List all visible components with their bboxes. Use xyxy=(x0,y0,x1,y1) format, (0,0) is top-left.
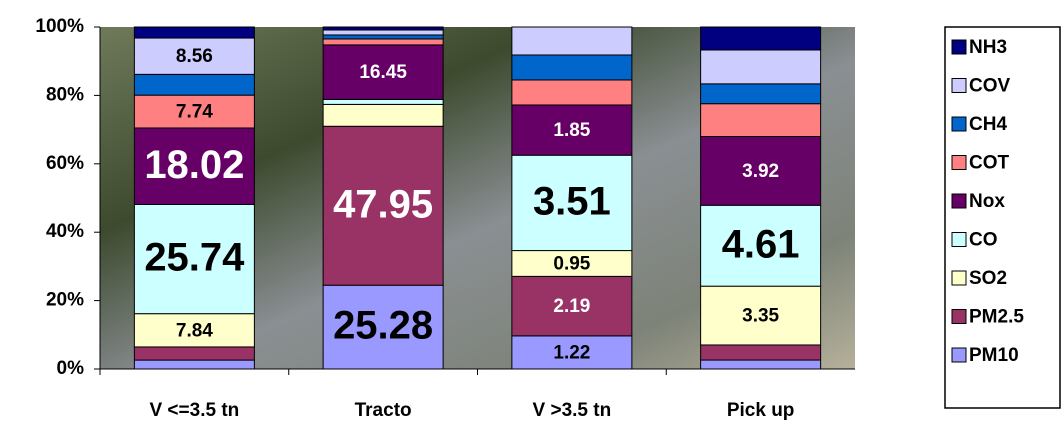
legend-label: COT xyxy=(969,153,1010,174)
bar-segment xyxy=(700,285,822,346)
legend-label: SO2 xyxy=(969,268,1007,289)
bar-segment xyxy=(700,83,822,105)
legend-swatch xyxy=(951,193,967,209)
x-tick-label: Pick up xyxy=(727,400,795,421)
legend-swatch xyxy=(951,232,967,247)
legend-label: CH4 xyxy=(969,114,1007,135)
x-tick-label: V >3.5 tn xyxy=(533,400,612,421)
y-tick-label: 40% xyxy=(46,221,84,242)
bar-segment xyxy=(511,79,633,106)
data-label: 25.28 xyxy=(333,304,433,348)
bar-segment xyxy=(700,135,822,206)
legend-swatch xyxy=(951,309,967,324)
legend-label: NH3 xyxy=(969,37,1007,58)
bar-segment xyxy=(511,54,633,81)
x-tick-label: V <=3.5 tn xyxy=(149,400,239,421)
legend-swatch xyxy=(951,155,967,170)
bar-segment xyxy=(511,26,633,56)
legend-swatch xyxy=(951,270,967,286)
data-label: 7.74 xyxy=(176,102,213,123)
legend-label: CO xyxy=(969,230,998,251)
legend-swatch xyxy=(951,78,967,93)
bar-segment xyxy=(700,103,822,137)
legend-swatch xyxy=(951,39,967,55)
bar-segment xyxy=(511,250,633,277)
data-label: 7.84 xyxy=(176,320,213,341)
data-label: 18.02 xyxy=(144,143,244,187)
bar-segment xyxy=(133,359,255,370)
y-tick-label: 0% xyxy=(57,358,85,379)
data-label: 8.56 xyxy=(176,46,213,67)
bar-segment xyxy=(322,125,444,286)
y-tick-label: 20% xyxy=(46,290,84,311)
legend-label: Nox xyxy=(969,191,1005,212)
x-tick-label: Tracto xyxy=(355,400,412,421)
bar-segment xyxy=(700,49,822,85)
legend-swatch xyxy=(951,347,967,363)
y-tick-label: 60% xyxy=(46,153,84,174)
bar-segment xyxy=(700,204,822,287)
bar-segment xyxy=(511,154,633,252)
y-tick-label: 80% xyxy=(46,84,84,105)
bar-segment xyxy=(322,29,444,36)
data-label: 16.45 xyxy=(359,62,407,83)
y-tick-label: 100% xyxy=(35,16,84,37)
legend-label: PM2.5 xyxy=(969,307,1024,328)
bar-segment xyxy=(322,103,444,127)
bar-segment xyxy=(511,275,633,337)
bar-segment xyxy=(700,344,822,361)
bar-segment xyxy=(133,37,255,75)
legend-label: PM10 xyxy=(969,345,1019,366)
bar-segment xyxy=(700,359,822,370)
bar-segment xyxy=(511,104,633,156)
bar-segment xyxy=(322,284,444,370)
bar-segment xyxy=(133,26,255,39)
data-label: 2.19 xyxy=(553,296,590,317)
data-label: 1.85 xyxy=(553,120,590,141)
bar-segment xyxy=(700,26,822,51)
bar-segment xyxy=(133,94,255,129)
bar-segment xyxy=(322,98,444,105)
data-label: 3.51 xyxy=(533,179,611,223)
data-label: 1.22 xyxy=(553,342,590,363)
bar-segment xyxy=(322,38,444,46)
bar-segment xyxy=(133,73,255,96)
data-label: 3.92 xyxy=(742,161,779,182)
data-label: 25.74 xyxy=(144,236,245,280)
data-label: 4.61 xyxy=(722,222,800,266)
data-label: 0.95 xyxy=(553,253,590,274)
bar-segment xyxy=(322,26,444,31)
bar-segment xyxy=(511,335,633,370)
data-label: 47.95 xyxy=(333,182,433,226)
bar-segment xyxy=(322,44,444,100)
bar-segment xyxy=(322,34,444,40)
legend-swatch xyxy=(951,116,967,132)
legend-label: COV xyxy=(969,76,1011,97)
bar-segment xyxy=(133,346,255,361)
data-label: 3.35 xyxy=(742,306,779,327)
